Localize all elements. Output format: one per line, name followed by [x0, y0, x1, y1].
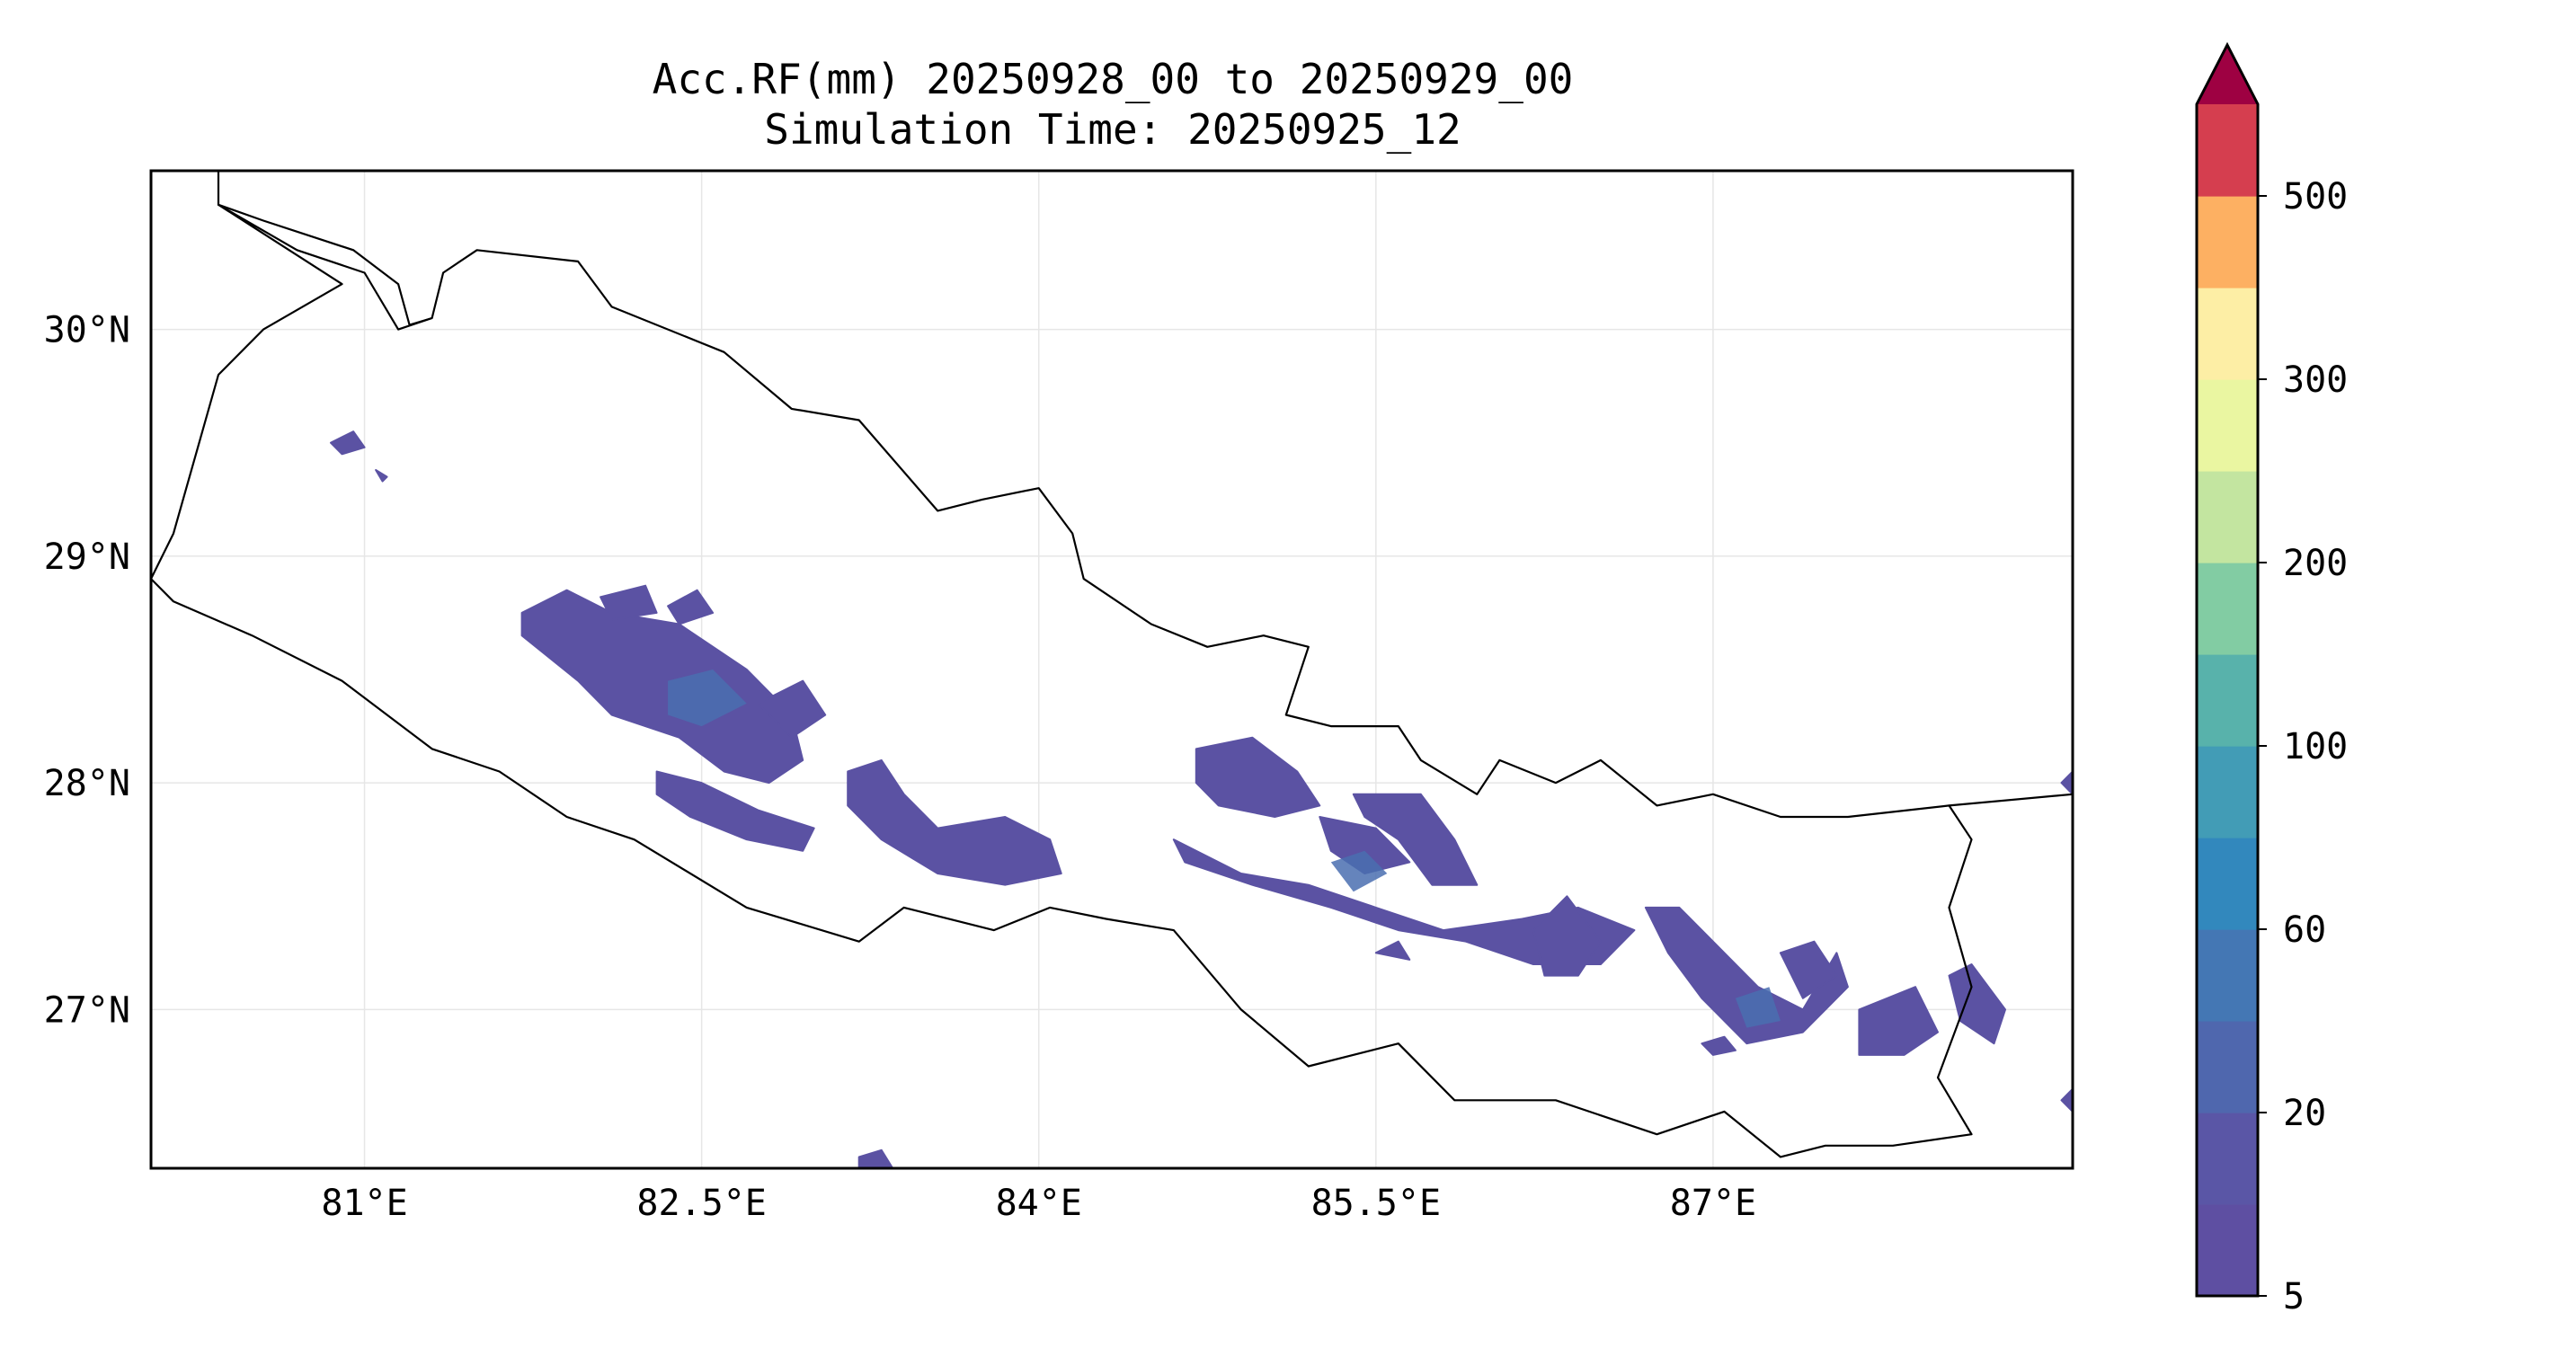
rainfall-region	[1532, 895, 1602, 977]
colorbar-tick-label: 300	[2283, 359, 2348, 401]
rainfall-region	[1948, 963, 2006, 1045]
nepal-border	[151, 203, 1973, 1158]
colorbar-segment	[2197, 746, 2258, 838]
colorbar-segment	[2197, 654, 2258, 747]
longitude-tick-label: 82.5°E	[636, 1183, 767, 1224]
map-frame	[149, 169, 2074, 1170]
latitude-tick-label: 28°N	[44, 763, 130, 804]
colorbar-tick-label: 500	[2283, 176, 2348, 217]
rainfall-region	[1195, 736, 1321, 818]
rainfall-core	[1735, 987, 1781, 1028]
rainfall-region	[1701, 1035, 1737, 1056]
colorbar-outline	[2195, 41, 2260, 1298]
country-borders	[151, 171, 2073, 1158]
east-border	[1949, 793, 2073, 807]
colorbar-segment	[2197, 104, 2258, 197]
longitude-tick-label: 81°E	[321, 1183, 407, 1224]
rainfall-region	[655, 770, 815, 852]
rainfall-region	[2060, 770, 2073, 795]
map-plot-area	[149, 169, 2074, 1170]
colorbar-extend-arrow	[2197, 45, 2258, 104]
colorbar-segment	[2197, 929, 2258, 1022]
map-title-line1: Acc.RF(mm) 20250928_00 to 20250929_00	[653, 55, 1574, 103]
colorbar-segment	[2197, 1204, 2258, 1297]
rainfall-region	[1172, 838, 1636, 965]
colorbar-tick-label: 100	[2283, 726, 2348, 767]
rainfall-region	[757, 679, 827, 739]
rainfall-region	[1319, 816, 1411, 874]
rainfall-region	[1352, 793, 1479, 886]
colorbar-segment	[2197, 563, 2258, 655]
rainfall-contours	[330, 430, 2073, 1168]
colorbar-tick-label: 5	[2283, 1276, 2305, 1317]
latitude-tick-label: 30°N	[44, 310, 130, 351]
colorbar: 5 20 60 100 200 300 500	[2195, 41, 2348, 1317]
map-title-line2: Simulation Time: 20250925_12	[764, 105, 1461, 154]
rainfall-region	[1644, 906, 1849, 1045]
rainfall-region	[1858, 986, 1939, 1056]
colorbar-tick-label: 60	[2283, 909, 2326, 951]
longitude-tick-label: 85.5°E	[1311, 1183, 1442, 1224]
longitude-tick-label: 84°E	[996, 1183, 1082, 1224]
longitude-ticks: 81°E 82.5°E 84°E 85.5°E 87°E	[321, 1183, 1756, 1224]
colorbar-segment	[2197, 1021, 2258, 1113]
colorbar-segment	[2197, 838, 2258, 930]
rainfall-region	[847, 758, 1062, 886]
colorbar-segment	[2197, 471, 2258, 563]
longitude-tick-label: 87°E	[1670, 1183, 1756, 1224]
latitude-tick-label: 29°N	[44, 537, 130, 578]
colorbar-tick-label: 200	[2283, 543, 2348, 584]
rainfall-region	[330, 430, 366, 456]
colorbar-segment	[2197, 196, 2258, 288]
northwest-border	[217, 171, 432, 326]
rainfall-region	[375, 469, 388, 483]
colorbar-segment	[2197, 288, 2258, 380]
rainfall-core	[1330, 850, 1388, 892]
colorbar-tick-label: 20	[2283, 1093, 2326, 1134]
rainfall-core	[668, 670, 747, 727]
colorbar-segment	[2197, 379, 2258, 472]
rainfall-region	[1374, 940, 1411, 961]
latitude-ticks: 30°N 29°N 28°N 27°N	[44, 310, 130, 1032]
rainfall-region	[600, 584, 658, 621]
rainfall-region	[2060, 1087, 2073, 1113]
latitude-tick-label: 27°N	[44, 989, 130, 1031]
colorbar-segment	[2197, 1113, 2258, 1205]
rainfall-region	[857, 1148, 894, 1168]
rainfall-region	[667, 589, 715, 625]
rainfall-region	[1779, 940, 1838, 999]
